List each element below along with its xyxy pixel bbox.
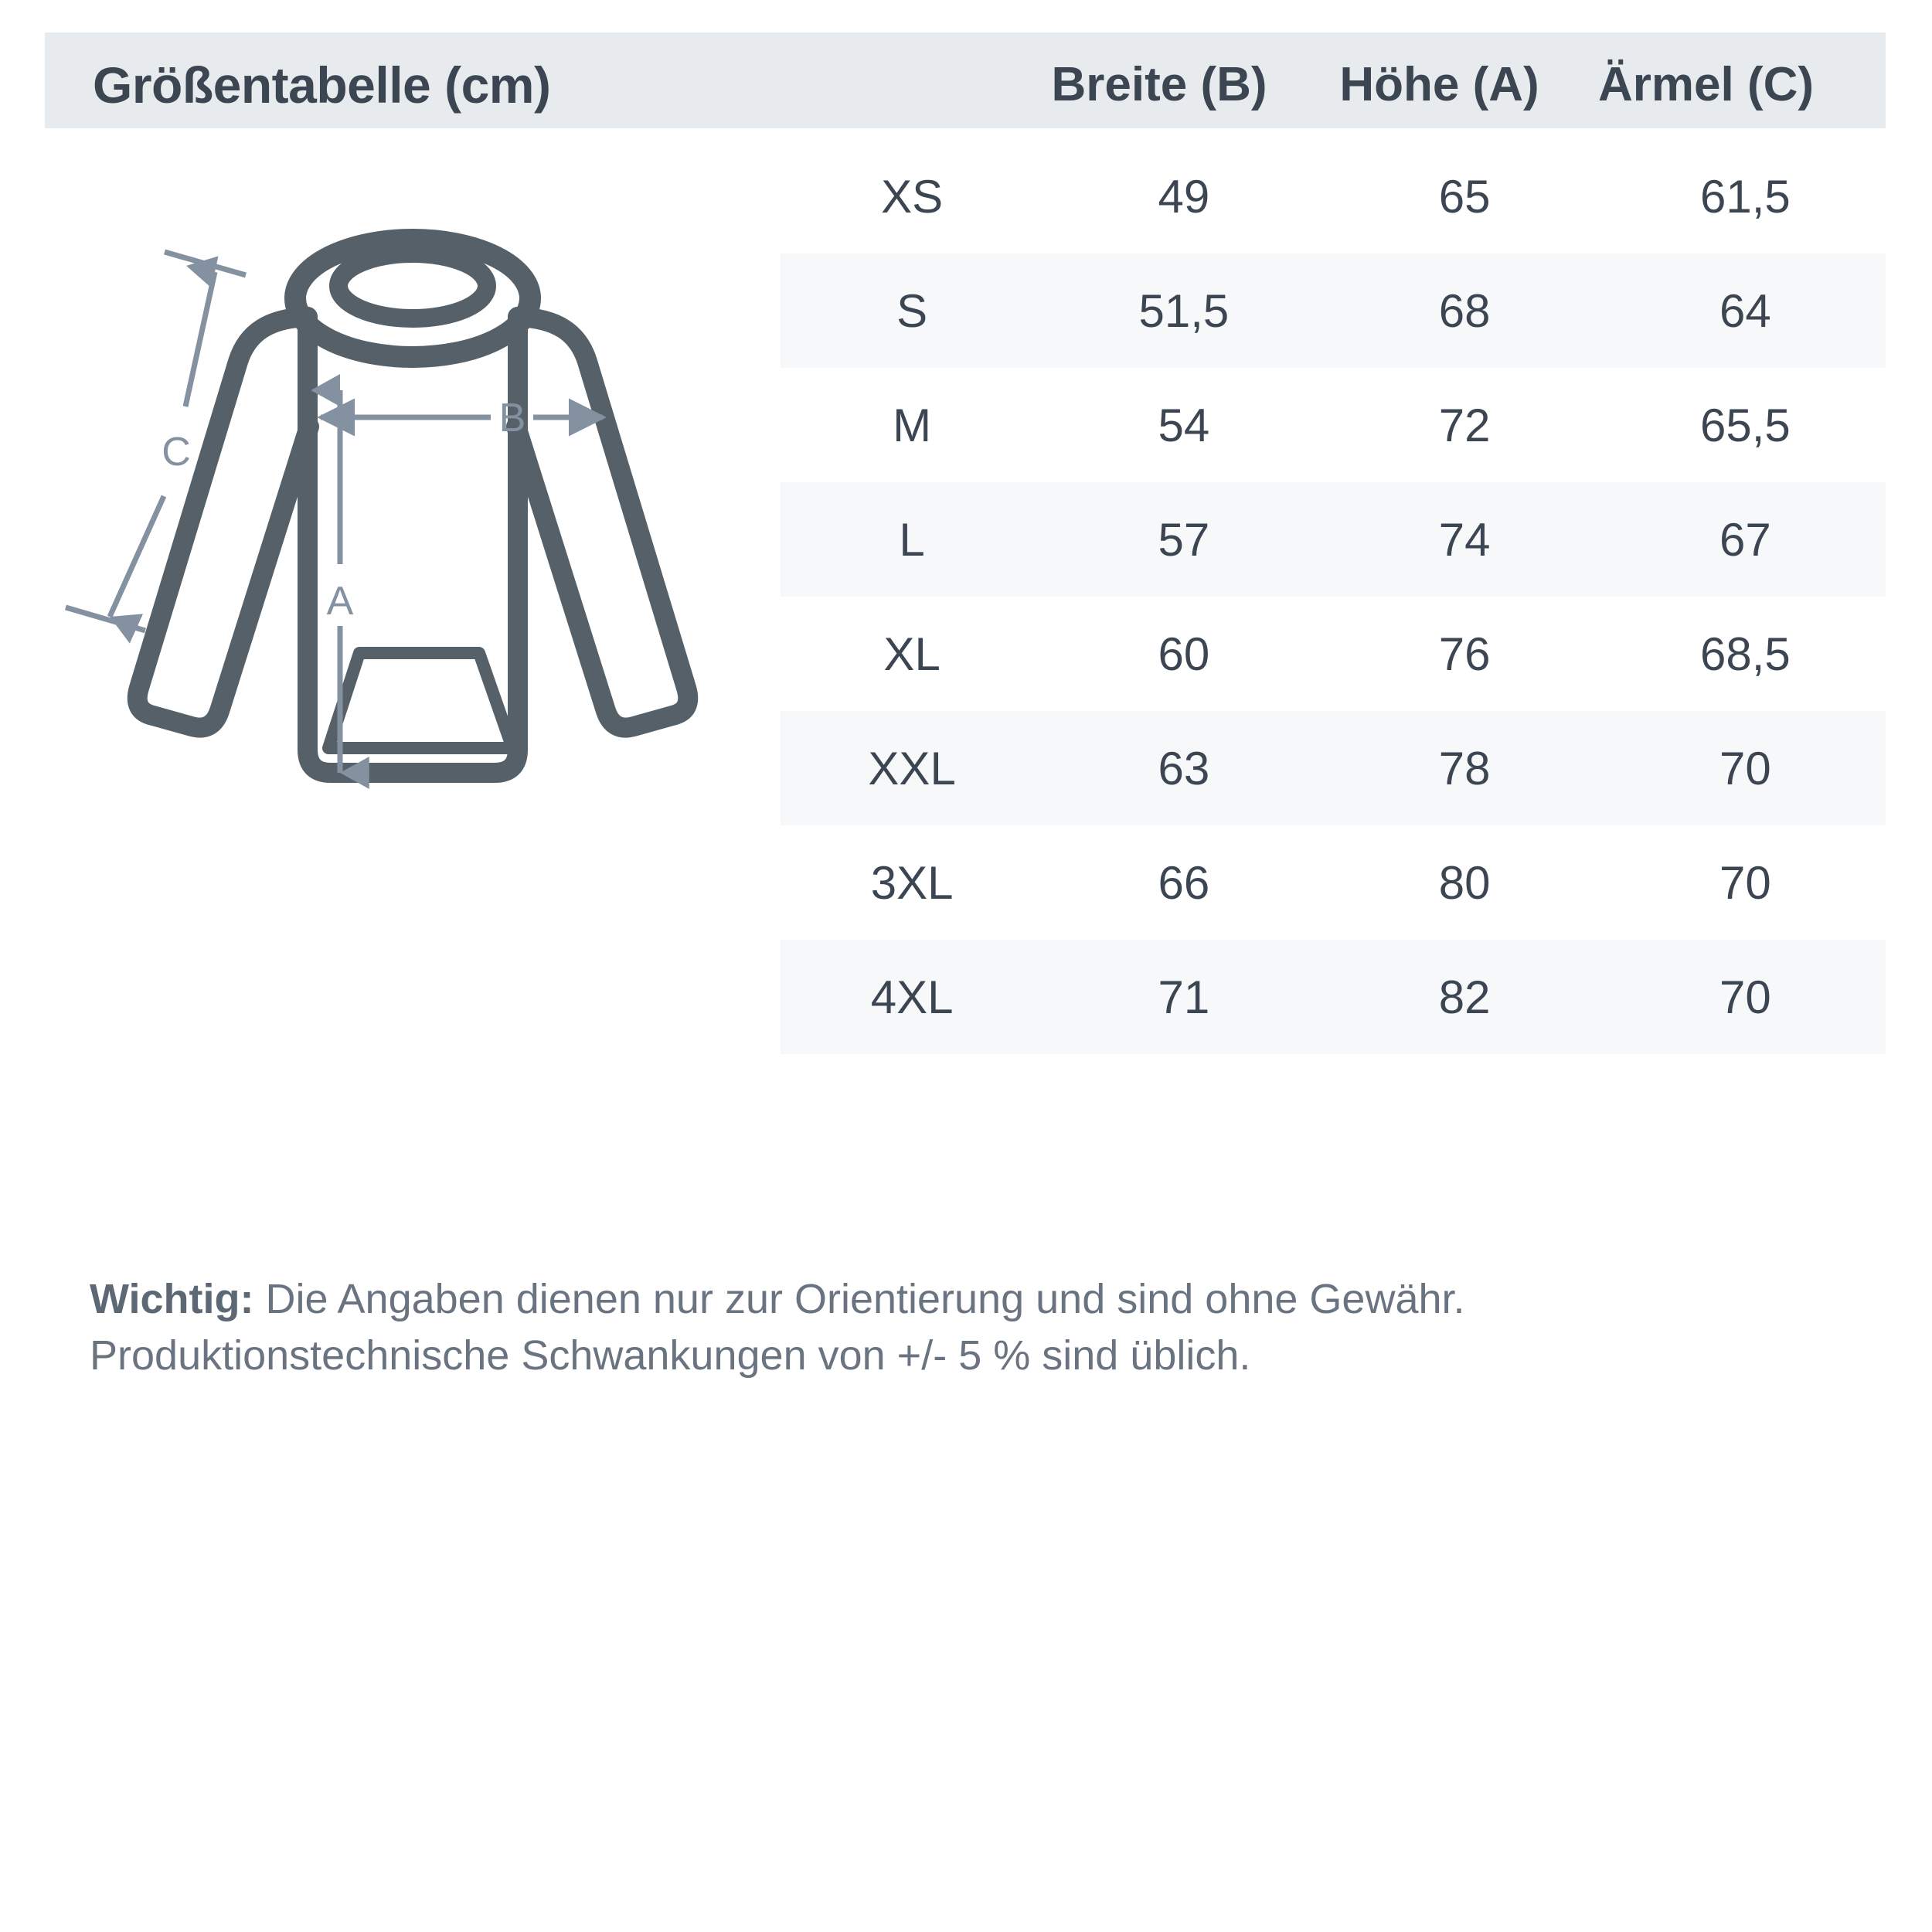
cell-breite: 57 <box>1158 513 1210 566</box>
cell-size: XXL <box>868 742 956 794</box>
cell-size: M <box>893 399 932 451</box>
cell-size: S <box>896 284 928 337</box>
dimension-label-b: B <box>499 396 526 440</box>
header-band <box>45 32 1886 128</box>
disclaimer-line-1: Die Angaben dienen nur zur Orientierung … <box>253 1276 1465 1322</box>
dimension-arrow-c <box>65 249 247 644</box>
column-header-hoehe: Höhe (A) <box>1339 58 1539 111</box>
kangaroo-pocket-icon <box>322 647 519 754</box>
hoodie-body-icon <box>127 307 699 783</box>
column-header-breite: Breite (B) <box>1051 58 1267 111</box>
cell-size: L <box>899 513 925 566</box>
cell-aermel: 68,5 <box>1699 628 1791 680</box>
table-row: XS 49 65 61,5 <box>781 139 1886 253</box>
dimension-label-c: C <box>162 430 191 474</box>
cell-size: 3XL <box>870 856 954 909</box>
cell-hoehe: 68 <box>1438 284 1491 337</box>
disclaimer-label: Wichtig: <box>90 1276 254 1322</box>
size-table-body: XS 49 65 61,5 S 51,5 68 64 M 54 72 65,5 … <box>781 139 1886 1054</box>
table-row: XXL 63 78 70 <box>781 711 1886 825</box>
cell-aermel: 61,5 <box>1699 170 1791 223</box>
table-row: 4XL 71 82 70 <box>781 940 1886 1054</box>
cell-size: 4XL <box>870 971 954 1023</box>
size-table: XS 49 65 61,5 S 51,5 68 64 M 54 72 65,5 … <box>781 139 1886 1054</box>
column-header-aermel: Ärmel (C) <box>1597 58 1815 111</box>
table-row: S 51,5 68 64 <box>781 253 1886 368</box>
cell-aermel: 70 <box>1719 971 1771 1023</box>
cell-breite: 71 <box>1158 971 1210 1023</box>
page-title: Größentabelle (cm) <box>93 56 551 114</box>
cell-size: XL <box>883 628 940 680</box>
cell-size: XS <box>881 170 944 223</box>
cell-hoehe: 82 <box>1438 971 1491 1023</box>
table-row: M 54 72 65,5 <box>781 368 1886 482</box>
cell-aermel: 70 <box>1719 856 1771 909</box>
cell-hoehe: 76 <box>1438 628 1491 680</box>
disclaimer-line-2: Produktionstechnische Schwankungen von +… <box>90 1332 1251 1379</box>
cell-breite: 60 <box>1158 628 1210 680</box>
cell-breite: 63 <box>1158 742 1210 794</box>
cell-hoehe: 78 <box>1438 742 1491 794</box>
cell-breite: 54 <box>1158 399 1210 451</box>
cell-hoehe: 72 <box>1438 399 1491 451</box>
table-row: L 57 74 67 <box>781 482 1886 597</box>
cell-aermel: 64 <box>1719 284 1771 337</box>
dimension-label-a: A <box>327 579 354 624</box>
table-row: 3XL 66 80 70 <box>781 825 1886 940</box>
cell-hoehe: 74 <box>1438 513 1491 566</box>
cell-aermel: 65,5 <box>1699 399 1791 451</box>
hood-icon <box>284 229 541 368</box>
cell-aermel: 67 <box>1719 513 1771 566</box>
disclaimer-note: Wichtig: Die Angaben dienen nur zur Orie… <box>90 1271 1867 1384</box>
cell-hoehe: 65 <box>1438 170 1491 223</box>
cell-aermel: 70 <box>1719 742 1771 794</box>
cell-breite: 51,5 <box>1138 284 1230 337</box>
cell-breite: 49 <box>1158 170 1210 223</box>
table-row: XL 60 76 68,5 <box>781 597 1886 711</box>
cell-hoehe: 80 <box>1438 856 1491 909</box>
hoodie-illustration: A B C <box>62 224 773 858</box>
cell-breite: 66 <box>1158 856 1210 909</box>
column-headers: Breite (B) Höhe (A) Ärmel (C) <box>1012 57 1839 112</box>
